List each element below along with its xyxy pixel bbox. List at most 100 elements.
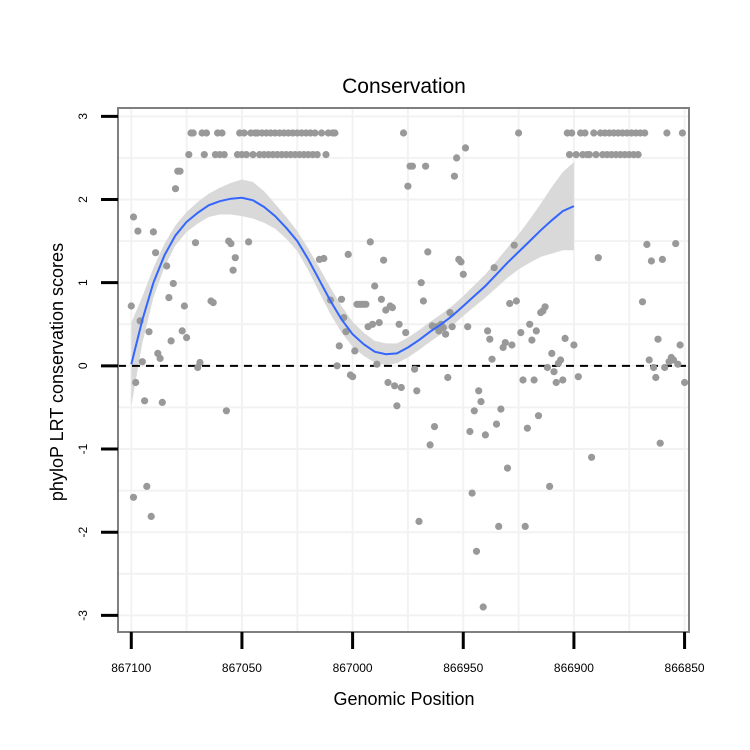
data-point: [550, 368, 558, 376]
data-point: [149, 228, 157, 236]
smooth-trend-line: [130, 196, 575, 365]
x-tick-label: 866900: [554, 661, 594, 675]
data-point: [442, 330, 450, 338]
data-point: [515, 129, 523, 137]
data-point: [472, 547, 481, 555]
data-point: [650, 363, 658, 372]
data-point: [167, 337, 175, 345]
data-point: [676, 341, 684, 349]
data-point: [426, 441, 434, 449]
data-point: [165, 294, 173, 302]
data-point: [147, 512, 155, 521]
data-point: [492, 420, 501, 428]
data-point: [490, 264, 498, 272]
confidence-ribbon: [131, 162, 574, 406]
data-point: [129, 213, 138, 221]
data-point: [481, 431, 489, 439]
data-point: [134, 227, 142, 235]
data-point: [138, 358, 146, 366]
y-axis-label: phyloP LRT conservation scores: [47, 243, 67, 501]
data-point: [380, 256, 388, 264]
data-point: [404, 182, 412, 190]
y-tick-label: 0: [76, 362, 90, 369]
data-point: [638, 298, 647, 306]
data-point: [561, 334, 569, 342]
data-point: [344, 250, 352, 258]
data-point: [457, 258, 465, 266]
data-point: [227, 240, 235, 248]
data-point: [342, 328, 350, 336]
data-point: [180, 302, 188, 310]
data-point: [652, 373, 660, 382]
data-point: [672, 240, 680, 248]
data-point: [581, 129, 589, 137]
data-point: [641, 129, 649, 137]
y-tick-label: 2: [76, 196, 90, 203]
data-point: [408, 162, 416, 170]
data-point: [590, 129, 598, 137]
data-point: [510, 241, 518, 249]
data-point: [468, 489, 476, 497]
data-point: [331, 129, 339, 137]
data-point: [156, 354, 164, 362]
data-point: [552, 378, 560, 387]
data-point: [470, 407, 478, 415]
data-point: [415, 517, 423, 526]
data-point: [411, 365, 419, 373]
data-point: [333, 362, 341, 370]
data-point: [397, 383, 405, 392]
data-point: [548, 349, 556, 357]
data-point: [337, 295, 346, 303]
data-point: [377, 295, 385, 303]
data-point: [220, 151, 228, 159]
data-point: [528, 336, 536, 344]
data-point: [391, 382, 399, 390]
data-point: [574, 373, 582, 381]
data-point: [422, 162, 430, 170]
data-point: [661, 363, 669, 372]
y-tick-label: 3: [76, 113, 90, 120]
data-point: [384, 378, 392, 387]
data-point: [430, 423, 439, 431]
data-point: [439, 324, 447, 332]
y-tick-label: -2: [76, 527, 90, 538]
data-point: [129, 493, 138, 501]
data-point: [424, 248, 432, 256]
y-tick-label: 1: [76, 279, 90, 286]
data-point: [311, 129, 319, 137]
data-point: [506, 299, 514, 308]
data-point: [393, 402, 401, 410]
data-point: [413, 387, 421, 395]
data-point: [568, 129, 576, 137]
data-point: [373, 360, 381, 368]
data-point: [450, 172, 458, 180]
data-point: [517, 329, 525, 337]
data-point: [240, 129, 248, 137]
data-point: [495, 522, 503, 531]
data-point: [242, 151, 250, 159]
data-point: [501, 339, 509, 347]
data-point: [497, 405, 505, 413]
data-point: [362, 300, 370, 308]
chart-title: Conservation: [342, 75, 466, 98]
data-point: [388, 304, 396, 312]
data-point: [143, 482, 151, 490]
plot-panel-border: [117, 107, 690, 633]
data-point: [322, 151, 330, 159]
data-point: [559, 376, 567, 384]
data-point: [654, 335, 662, 343]
data-point: [477, 398, 485, 406]
data-point: [163, 262, 171, 270]
data-point: [218, 129, 226, 137]
data-point: [681, 378, 689, 387]
data-point: [519, 376, 527, 384]
data-point: [320, 254, 328, 263]
data-point: [196, 358, 204, 367]
data-point: [176, 167, 184, 175]
data-point: [521, 522, 529, 531]
x-axis: 867100 867050 867000 866950 866900 866850: [111, 632, 705, 675]
data-point: [444, 373, 452, 382]
data-point: [169, 279, 177, 288]
data-point: [395, 320, 403, 328]
data-point: [145, 328, 153, 336]
